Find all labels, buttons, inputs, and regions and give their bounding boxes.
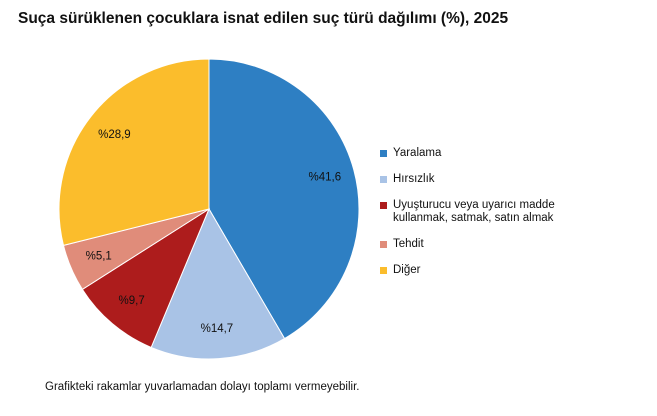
- legend-label: Tehdit: [393, 238, 424, 250]
- legend-label: Hırsızlık: [393, 173, 435, 185]
- legend-label: Diğer: [393, 264, 421, 276]
- legend-swatch: [380, 267, 387, 274]
- legend-label: Yaralama: [393, 147, 442, 159]
- legend-item: Yaralama: [380, 147, 580, 160]
- data-label: %41,6: [309, 172, 342, 184]
- pie-slice: [81, 207, 211, 349]
- pie-slice: [208, 58, 360, 340]
- legend-swatch: [380, 241, 387, 248]
- data-label: %9,7: [119, 295, 145, 307]
- pie-slice: [58, 58, 210, 246]
- data-label: %28,9: [98, 129, 131, 141]
- legend-swatch: [380, 176, 387, 183]
- footnote: Grafikteki rakamlar yuvarlamadan dolayı …: [45, 381, 360, 393]
- legend-item: Tehdit: [380, 238, 580, 251]
- legend-swatch: [380, 150, 387, 157]
- legend-swatch: [380, 202, 387, 209]
- legend-item: Diğer: [380, 264, 580, 277]
- legend-label: Uyuşturucu veya uyarıcı madde kullanmak,…: [393, 199, 555, 224]
- chart-title: Suça sürüklenen çocuklara isnat edilen s…: [18, 10, 509, 27]
- legend-item: Uyuşturucu veya uyarıcı madde kullanmak,…: [380, 199, 580, 225]
- legend-item: Hırsızlık: [380, 173, 580, 186]
- data-label: %14,7: [201, 323, 234, 335]
- pie-slice: [150, 207, 286, 360]
- data-label: %5,1: [86, 250, 112, 262]
- legend: Yaralama Hırsızlık Uyuşturucu veya uyarıcı…: [380, 147, 580, 290]
